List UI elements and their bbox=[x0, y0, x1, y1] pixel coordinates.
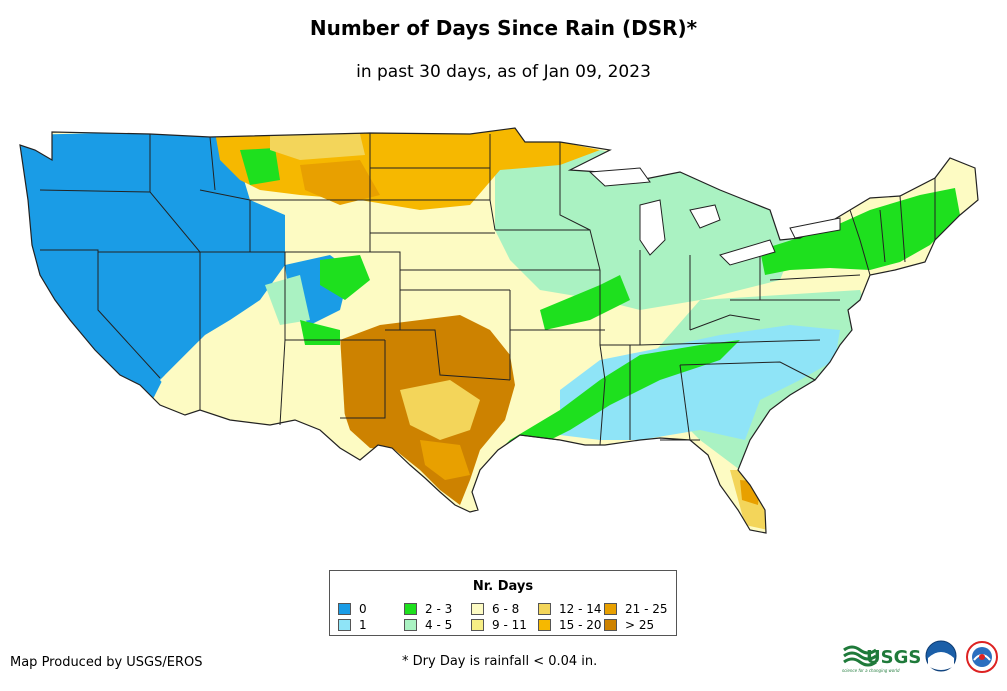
map-credit: Map Produced by USGS/EROS bbox=[10, 655, 203, 670]
great-lakes bbox=[588, 167, 841, 266]
legend-label: 0 bbox=[359, 602, 367, 616]
legend-item-4: 6 - 8 bbox=[471, 602, 519, 616]
legend: Nr. Days 0 1 2 - 3 4 - 5 6 - 8 9 - 11 12… bbox=[329, 570, 677, 636]
legend-item-3: 4 - 5 bbox=[404, 618, 452, 632]
legend-label: 4 - 5 bbox=[425, 618, 453, 632]
legend-label: 15 - 20 bbox=[559, 618, 602, 632]
dsr-color-regions bbox=[20, 128, 978, 533]
legend-swatch bbox=[471, 603, 484, 615]
legend-swatch bbox=[338, 603, 351, 615]
map-title: Number of Days Since Rain (DSR)* bbox=[309, 16, 698, 40]
legend-label: 21 - 25 bbox=[625, 602, 668, 616]
legend-swatch bbox=[338, 619, 351, 631]
legend-item-7: 15 - 20 bbox=[538, 618, 602, 632]
state-boundaries bbox=[19, 127, 979, 534]
legend-label: 9 - 11 bbox=[492, 618, 527, 632]
legend-item-0: 0 bbox=[338, 602, 367, 616]
legend-item-5: 9 - 11 bbox=[471, 618, 527, 632]
legend-item-2: 2 - 3 bbox=[404, 602, 452, 616]
noaa-wordmark: noaa bbox=[935, 652, 947, 658]
usgs-wordmark: USGS bbox=[866, 647, 921, 668]
legend-swatch bbox=[471, 619, 484, 631]
legend-swatch bbox=[538, 619, 551, 631]
legend-swatch bbox=[404, 619, 417, 631]
legend-item-9: > 25 bbox=[604, 618, 654, 632]
legend-title: Nr. Days bbox=[472, 579, 534, 594]
legend-swatch bbox=[538, 603, 551, 615]
legend-swatch bbox=[604, 603, 617, 615]
dry-day-footnote: * Dry Day is rainfall < 0.04 in. bbox=[402, 654, 598, 669]
legend-item-8: 21 - 25 bbox=[604, 602, 668, 616]
legend-item-1: 1 bbox=[338, 618, 367, 632]
legend-swatch bbox=[404, 603, 417, 615]
legend-label: 6 - 8 bbox=[492, 602, 520, 616]
legend-item-6: 12 - 14 bbox=[538, 602, 602, 616]
agency-logos: USGS science for a changing world noaa bbox=[842, 640, 998, 673]
legend-label: 2 - 3 bbox=[425, 602, 453, 616]
us-map bbox=[19, 127, 979, 534]
legend-label: 12 - 14 bbox=[559, 602, 602, 616]
nws-logo bbox=[966, 641, 998, 673]
usgs-tagline: science for a changing world bbox=[842, 668, 900, 673]
legend-label: 1 bbox=[359, 618, 367, 632]
usgs-logo: USGS science for a changing world bbox=[842, 645, 921, 673]
legend-label: > 25 bbox=[625, 618, 655, 632]
noaa-logo: noaa bbox=[925, 640, 957, 672]
map-subtitle: in past 30 days, as of Jan 09, 2023 bbox=[356, 62, 651, 82]
legend-swatch bbox=[604, 619, 617, 631]
